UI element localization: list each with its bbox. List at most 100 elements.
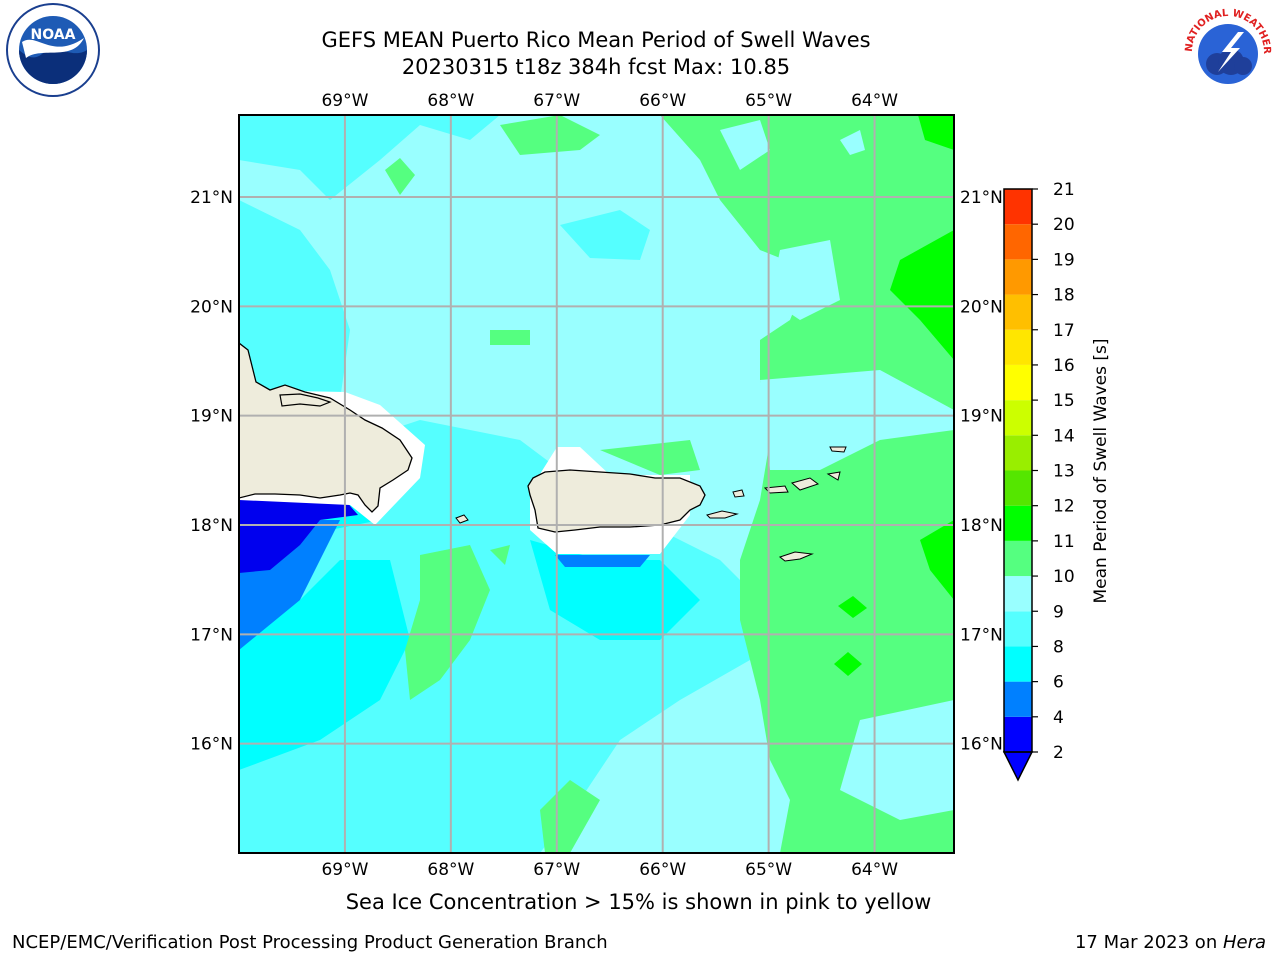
colorbar-tick-label-9: 9 [1053,602,1064,622]
colorbar-tick-label-6: 6 [1053,673,1064,693]
lat-tick-right-4: 17°N [960,625,1003,645]
land-st-croix [778,551,814,562]
map-subtitle-run-info: 20230315 t18z 384h fcst Max: 10.85 [401,55,791,79]
lon-tick-bottom-0: 69°W [321,860,368,880]
field-bright-green-east [890,230,954,360]
land-hispaniola [239,342,413,513]
lat-tick-left-2: 19°N [190,407,233,427]
colorbar-tick-label-17: 17 [1053,321,1075,341]
lat-tick-right-2: 19°N [960,407,1003,427]
field-pale-cyan-intrusion-3 [760,370,954,470]
footer-date-text: 17 Mar 2023 on [1074,932,1223,953]
colorbar-tick-label-2: 2 [1053,743,1064,763]
footer-machine: Hera [1222,932,1266,953]
field-green-patch-5 [540,780,600,853]
colorbar-tick-label-18: 18 [1053,286,1075,306]
lat-tick-left-0: 21°N [190,188,233,208]
lat-tick-right-1: 20°N [960,297,1003,317]
colorbar-tick-label-12: 12 [1053,497,1075,517]
noaa-logo-text: NOAA [31,27,76,43]
colorbar-tick-label-20: 20 [1053,215,1075,235]
lat-tick-right-3: 18°N [960,516,1003,536]
colorbar-tick-label-4: 4 [1053,708,1064,728]
colorbar-segment-13 [1004,435,1032,471]
colorbar-segment-8 [1004,611,1032,647]
land-tortuga [279,393,332,407]
colorbar-tick-label-8: 8 [1053,637,1064,657]
land-vieques [706,510,739,519]
colorbar-segment-10 [1004,540,1032,577]
colorbar-tick-label-15: 15 [1053,391,1075,411]
field-pale-cyan-intrusion-5 [840,130,865,155]
field-green-patch-6 [490,330,530,345]
nws-logo: NATIONAL WEATHER SERVICE [1178,2,1275,99]
colorbar-tick-label-10: 10 [1053,567,1075,587]
field-green-patch-7 [600,440,700,475]
contour-field [239,115,954,853]
colorbar-tick-label-13: 13 [1053,462,1075,482]
field-green-patch-4 [490,545,510,565]
field-bright-green-spot-1 [838,596,867,618]
map-title: GEFS MEAN Puerto Rico Mean Period of Swe… [321,28,871,52]
lat-tick-right-5: 16°N [960,735,1003,755]
lon-tick-bottom-2: 67°W [533,860,580,880]
map-frame [238,114,955,854]
colorbar-segment-9 [1004,576,1032,612]
lon-tick-bottom-5: 64°W [851,860,898,880]
field-green-patch-2 [500,115,600,155]
land-culebra [732,489,745,498]
field-light-cyan-north [239,115,500,200]
field-green-patch-3 [405,545,490,700]
lat-tick-left-3: 18°N [190,516,233,536]
footer-date: 17 Mar 2023 on Hera [1075,932,1266,953]
field-pale-cyan-intrusion-1 [720,120,770,170]
field-light-cyan-patch [560,210,650,260]
lat-tick-left-4: 17°N [190,625,233,645]
field-pale-cyan-intrusion-4 [840,700,954,820]
land-virgin-gorda [826,471,841,481]
axis-tick-labels: 69°W 69°W 68°W 68°W 67°W 67°W 66°W 66°W 65°W 65°W… [190,91,1003,880]
colorbar-tick-label-19: 19 [1053,250,1075,270]
lon-tick-bottom-1: 68°W [427,860,474,880]
lon-tick-bottom-4: 65°W [745,860,792,880]
colorbar-tick-label-21: 21 [1053,180,1075,200]
land-anegada [829,446,847,453]
field-deep-blue [239,500,358,573]
lon-tick-top-1: 68°W [427,91,474,111]
colorbar-segment-11 [1004,505,1032,541]
colorbar-segment-6 [1004,646,1032,682]
sea-ice-note: Sea Ice Concentration > 15% is shown in … [345,890,932,914]
colorbar-segment-12 [1004,470,1032,506]
colorbar-extend-min [1002,751,1034,782]
colorbar-tick-label-11: 11 [1053,532,1075,552]
field-green-patch-1 [385,158,415,195]
colorbar-segment-20 [1004,189,1032,225]
lon-tick-top-4: 65°W [745,91,792,111]
field-mid-blue-pr [555,555,650,567]
colorbar-segment-19 [1004,224,1032,260]
colorbar-segment-18 [1004,259,1032,295]
field-pale-cyan-intrusion-2 [770,240,840,320]
field-bright-green-se [920,520,954,600]
lon-tick-top-5: 64°W [851,91,898,111]
noaa-logo: NOAA [6,3,100,97]
lon-tick-top-3: 66°W [639,91,686,111]
land-puerto-rico [527,469,706,533]
footer-credit: NCEP/EMC/Verification Post Processing Pr… [12,932,608,953]
colorbar-segment-14 [1004,400,1032,436]
colorbar-label: Mean Period of Swell Waves [s] [1091,339,1111,604]
colorbar-segment-15 [1004,364,1032,401]
land-tortola [790,477,820,491]
colorbar-tick-label-16: 16 [1053,356,1075,376]
lon-tick-bottom-3: 66°W [639,860,686,880]
lat-tick-left-1: 20°N [190,297,233,317]
lon-tick-top-2: 67°W [533,91,580,111]
lat-tick-right-0: 21°N [960,188,1003,208]
colorbar-tick-label-14: 14 [1053,426,1075,446]
field-bright-green-spot-2 [834,652,862,676]
field-bright-green-ne [918,115,954,150]
colorbar: 2 4 6 8 9 10 11 12 13 14 15 16 17 18 19 20 21 [1002,180,1075,782]
gridlines [239,115,954,853]
colorbar-segment-2 [1004,716,1032,752]
colorbar-segment-17 [1004,294,1032,330]
